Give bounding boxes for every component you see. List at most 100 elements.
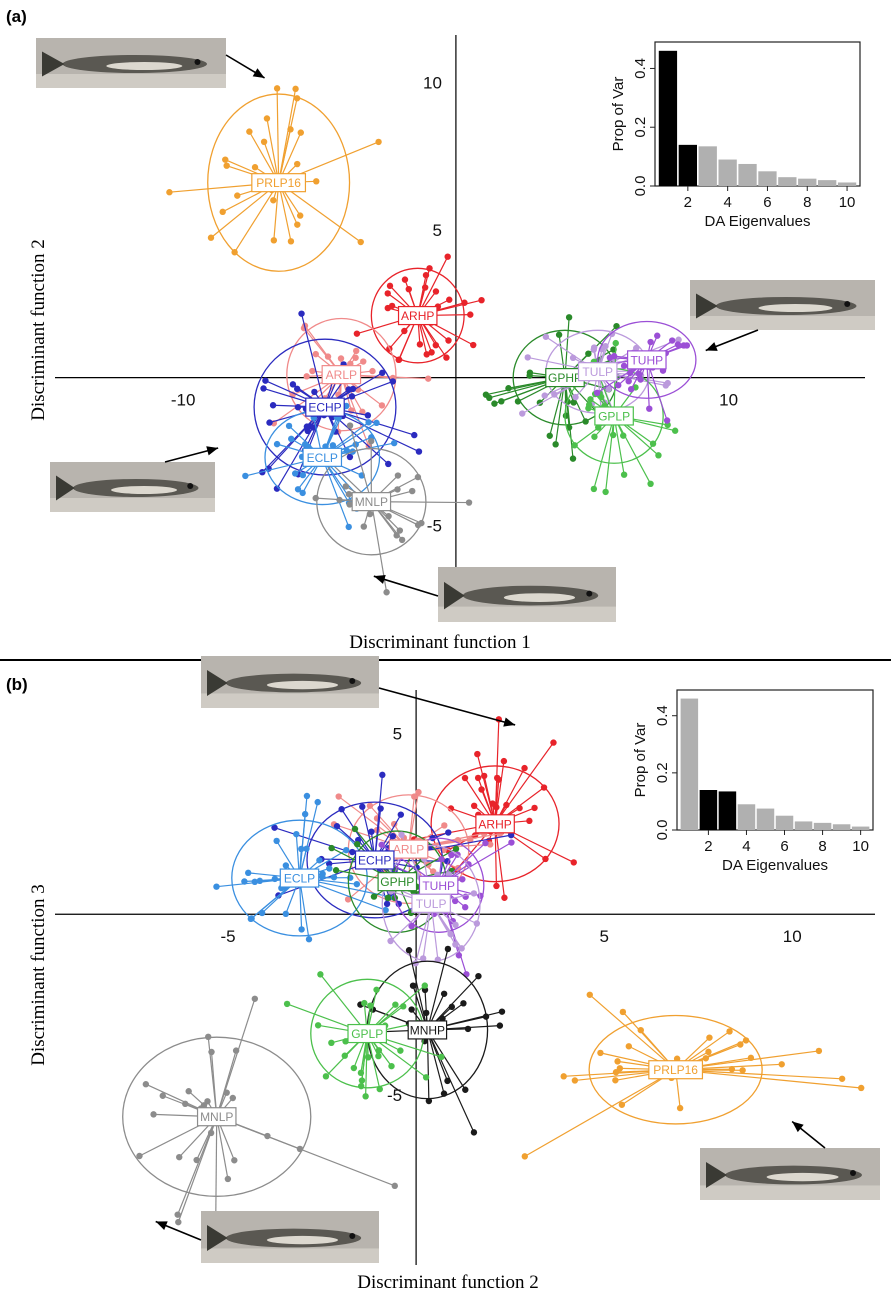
data-point [445, 337, 452, 344]
data-point [282, 862, 290, 869]
cluster-spoke [613, 415, 652, 485]
data-point [312, 350, 319, 358]
fish-belly [266, 680, 339, 690]
data-point [270, 197, 277, 204]
data-point [415, 448, 423, 455]
arrow-head [373, 574, 386, 584]
panel-b-letter: (b) [6, 675, 28, 694]
panel-b-x-tick-label: 10 [783, 927, 802, 946]
data-point [570, 859, 577, 866]
data-point [401, 327, 408, 335]
photo-ground [50, 498, 215, 512]
inset-x-tick-label: 4 [742, 838, 750, 855]
arrow-head [206, 446, 219, 456]
data-point [229, 1094, 237, 1102]
data-point [451, 897, 459, 905]
data-point [367, 1002, 374, 1009]
cluster-label-text: TULP [582, 365, 613, 379]
photo-ground [201, 1248, 379, 1263]
cluster-spoke [298, 877, 310, 940]
panel-a-letter: (a) [6, 7, 27, 26]
data-point [508, 839, 515, 846]
fish-tail [706, 1162, 727, 1189]
photo-ground [438, 606, 616, 622]
cluster-label-text: MNLP [200, 1110, 233, 1124]
panel-a-clusters: PRLP16 ARHP ARLP ECHP ECLP MNLP GPHP TULP GPLP TU… [166, 85, 697, 596]
panel-b-fish-photos [155, 656, 880, 1263]
data-point [312, 494, 319, 502]
inset-bar [699, 790, 718, 830]
guppy-photo-icon [438, 567, 616, 622]
fish-belly [266, 1235, 339, 1245]
data-point [838, 1075, 846, 1082]
data-point [379, 771, 386, 779]
arrow-head [155, 1221, 168, 1231]
cluster-label-text: ARHP [401, 309, 434, 323]
data-point [159, 1092, 166, 1099]
cluster-label-text: ARHP [478, 817, 511, 831]
panel-a-inset-barplot: 2 4 6 8 10 0.0 0.2 0.4 DA Eigenvalues Prop of Var [610, 41, 861, 230]
data-point [409, 982, 417, 989]
data-point [251, 995, 259, 1002]
cluster-label-text: GPHP [548, 371, 582, 385]
cluster-label: GPHP [545, 367, 585, 388]
data-point [541, 392, 548, 399]
data-point [737, 1041, 744, 1048]
inset-x-tick-label: 2 [704, 838, 712, 855]
inset-y-tick-label: 0.0 [632, 176, 649, 197]
data-point [392, 1001, 399, 1008]
data-point [446, 296, 453, 303]
inset-bar [798, 178, 817, 186]
cluster-spoke [365, 1033, 368, 1097]
data-point [379, 369, 386, 377]
fish-tail [42, 51, 65, 77]
cluster-label-text: ARLP [326, 368, 357, 382]
data-point [325, 860, 333, 867]
data-point [571, 1077, 579, 1084]
data-point [470, 890, 478, 897]
data-point [397, 811, 405, 818]
data-point [389, 832, 397, 840]
data-point [452, 921, 459, 929]
inset-bar [737, 804, 756, 830]
data-point [739, 1067, 746, 1074]
data-point [266, 419, 273, 426]
data-point [311, 388, 318, 396]
data-point [273, 837, 280, 845]
cluster-spoke [278, 182, 292, 242]
data-point [550, 739, 557, 746]
data-point [342, 483, 349, 490]
inset-bar [775, 815, 794, 830]
inset-bar [851, 826, 870, 830]
data-point [405, 947, 413, 954]
photo-ground [690, 316, 875, 330]
data-point [613, 322, 620, 330]
cluster-label-text: MNHP [410, 1023, 445, 1037]
data-point [496, 1022, 504, 1029]
fish-eye [586, 590, 593, 597]
cluster-label-text: PRLP16 [256, 176, 301, 190]
data-point [560, 1073, 567, 1080]
panel-a-plot: -10 10 -5 5 10 PRLP16 ARHP ARLP ECHP ECLP MNLP GPHP… [36, 35, 875, 622]
data-point [705, 1048, 712, 1056]
cluster-spoke [278, 182, 362, 243]
data-point [346, 422, 354, 429]
cluster-spoke [494, 760, 505, 824]
data-point [294, 486, 302, 493]
data-point [384, 290, 391, 297]
data-point [326, 865, 333, 872]
data-point [223, 162, 230, 169]
arrow-head [792, 1121, 804, 1133]
arrow-shaft [378, 687, 516, 726]
data-point [349, 385, 357, 393]
cluster-label-text: ECLP [284, 872, 315, 886]
data-point [358, 1077, 366, 1084]
cluster-label-text: TUHP [630, 353, 663, 367]
data-point [365, 419, 372, 426]
data-point [590, 485, 598, 493]
data-point [405, 285, 412, 293]
data-point [299, 471, 307, 479]
data-point [391, 1182, 398, 1190]
arrow-icon [705, 329, 759, 352]
data-point [422, 271, 430, 279]
